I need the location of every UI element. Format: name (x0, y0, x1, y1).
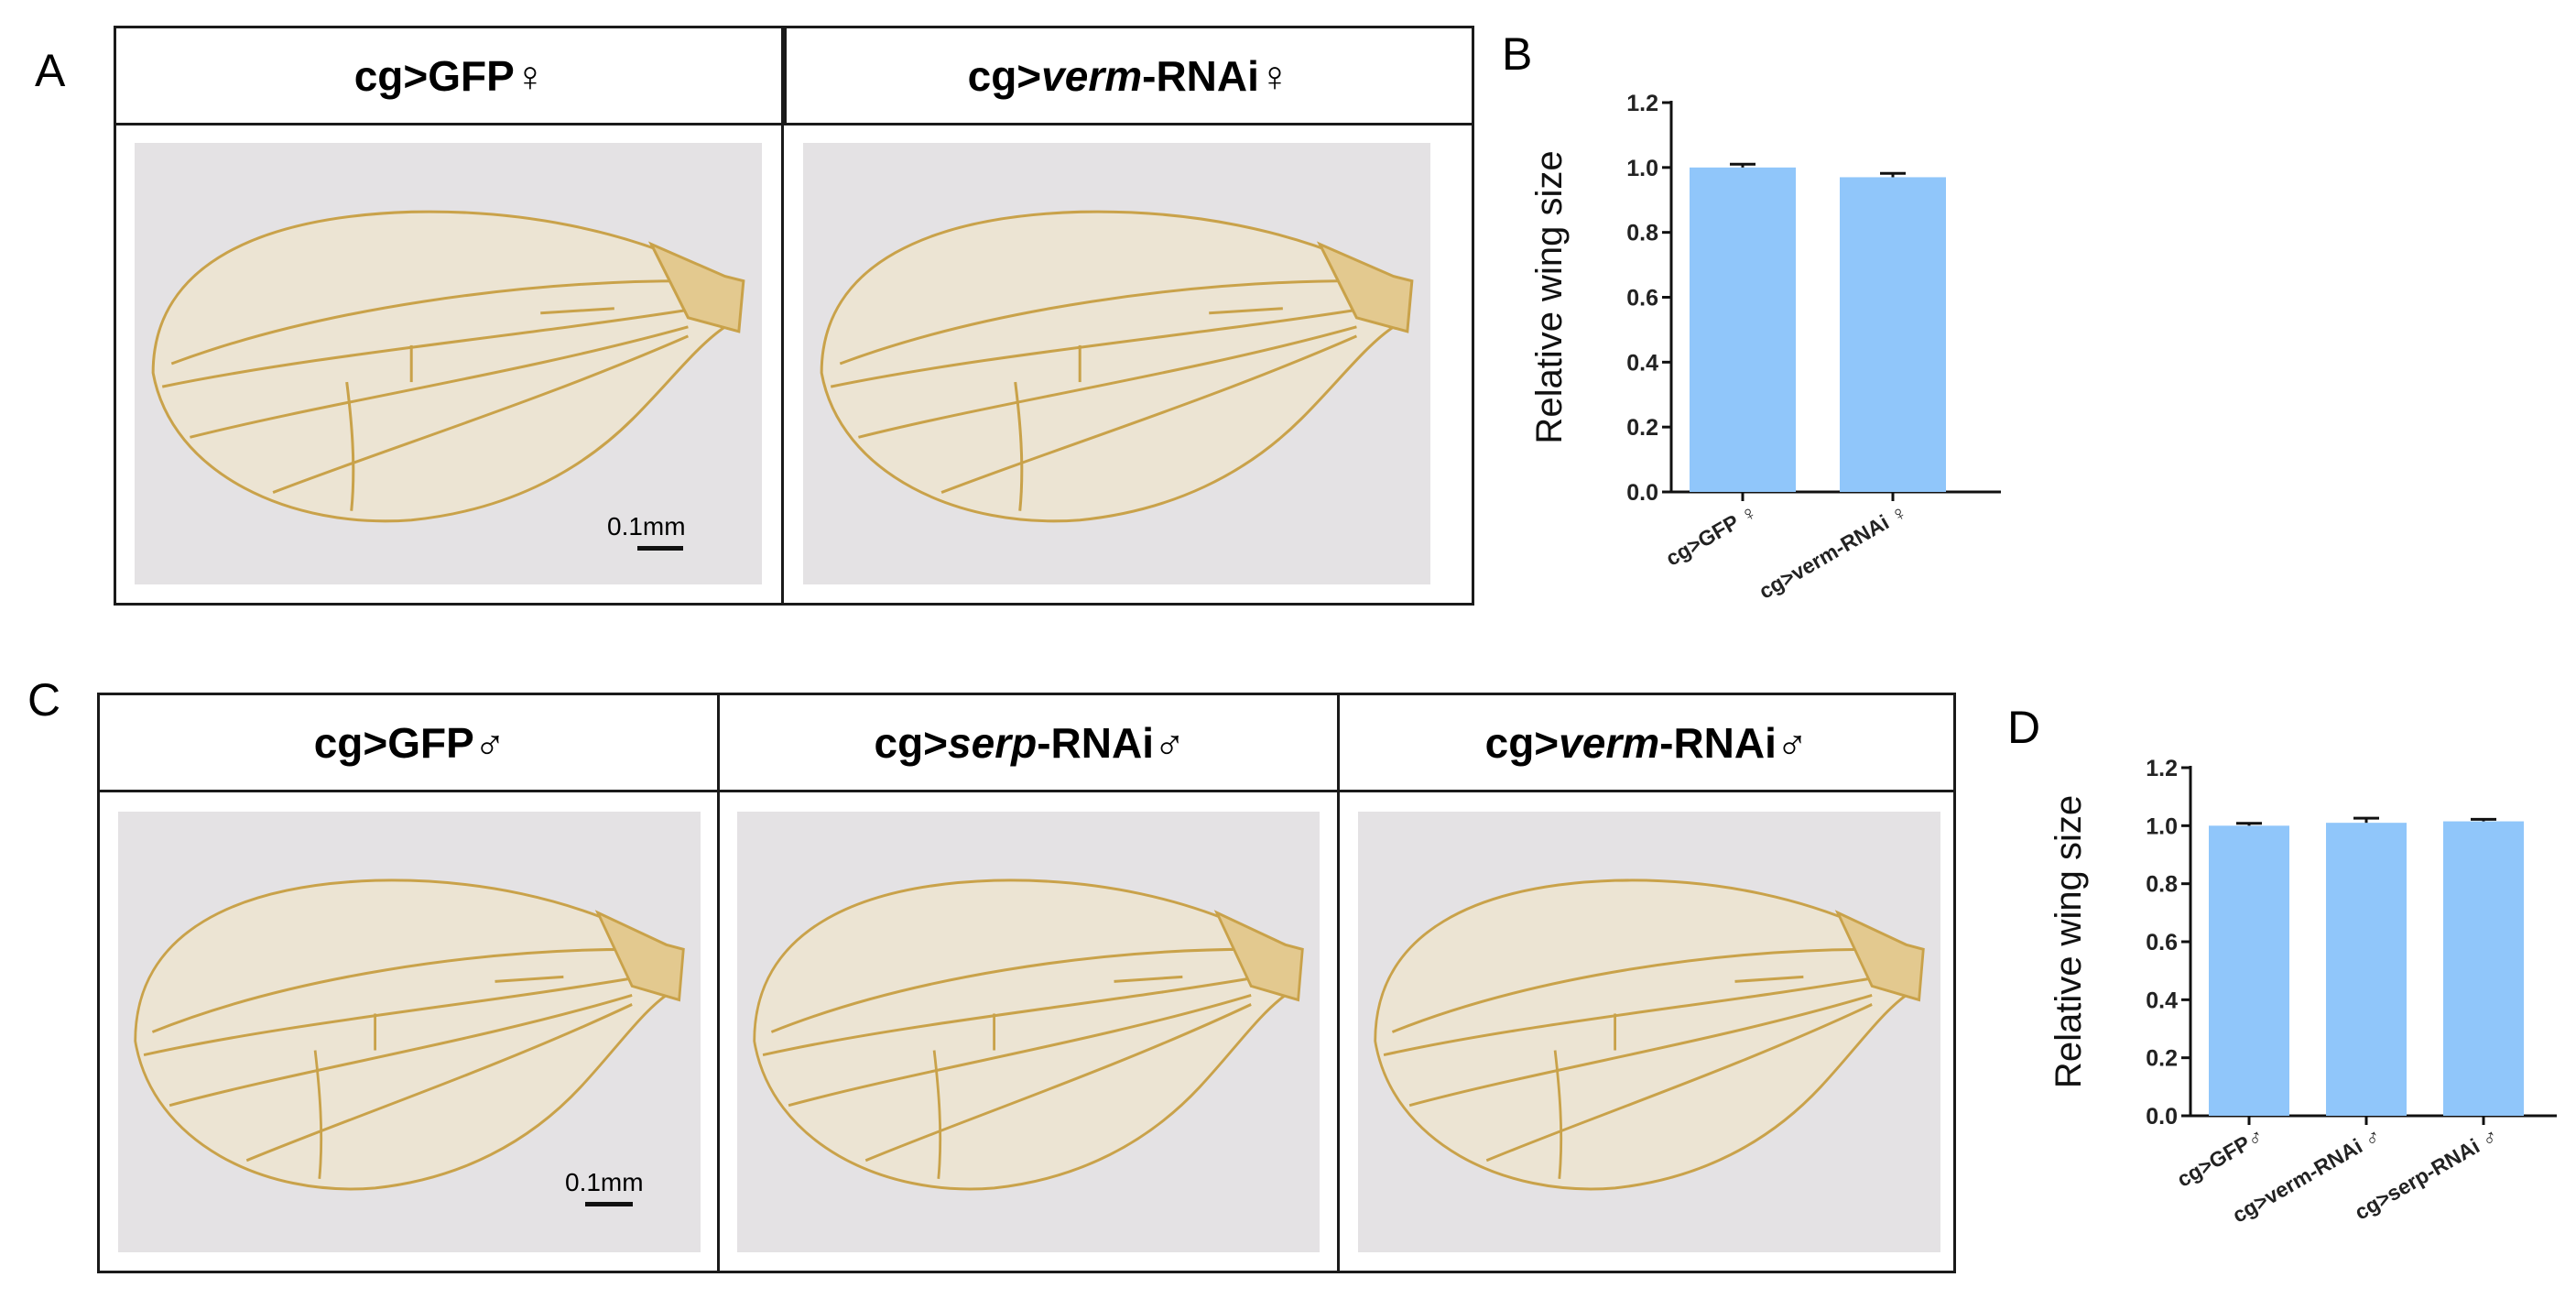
chart-b-ytick-label: 0.2 (1626, 415, 1658, 441)
chart-b-ytick-label: 1.0 (1626, 156, 1658, 181)
chart-d-bar (2326, 823, 2407, 1116)
chart-d-ytick-label: 0.4 (2146, 988, 2178, 1013)
scale-bar-label-a: 0.1mm (607, 512, 686, 540)
chart-d-svg: Relative wing size 0.0 0.2 0.4 0.6 0.8 1.0 1.2 c… (2049, 756, 2557, 1228)
wing-photo-a1 (135, 143, 762, 584)
chart-b-ytick-label: 0.6 (1626, 286, 1658, 311)
panel-c-figure: cg> GFP♂ cg> serp -RNAi♂ cg> verm -RNAi♂ 0.1m… (97, 693, 1956, 1273)
wing-membrane (820, 210, 1405, 523)
wing-vein (1391, 947, 1873, 1033)
chart-b: Relative wing size 0.0 0.2 0.4 0.6 0.8 1.0 1.2 c… (1520, 37, 2033, 669)
wing-vein (839, 279, 1357, 366)
wing-vein (932, 1050, 942, 1179)
wing-vein (762, 975, 1260, 1057)
chart-b-category-label: cg>GFP ♀ (1662, 499, 1762, 571)
panel-c-header-serp: cg> serp -RNAi♂ (717, 695, 1340, 792)
wing-hinge (647, 241, 745, 333)
panel-c-divider-2 (1337, 695, 1340, 1271)
panel-c-header-gfp: cg> GFP♂ (100, 695, 720, 792)
wing-vein (864, 1003, 1252, 1163)
wing-vein (770, 947, 1252, 1033)
chart-b-svg: Relative wing size 0.0 0.2 0.4 0.6 0.8 1.0 1.2 c… (1529, 91, 2001, 604)
panel-a-header-gfp: cg> GFP♀ (116, 28, 784, 126)
wing-hinge (1834, 910, 1925, 1002)
wing-vein (1553, 1050, 1563, 1179)
chart-b-ytick-label: 0.0 (1626, 480, 1658, 506)
scale-bar-c (585, 1202, 633, 1206)
wing-vein (940, 334, 1358, 494)
wing-illustration (820, 210, 1414, 523)
wing-vein (1383, 975, 1881, 1057)
panel-a-figure: cg> GFP♀ cg> verm -RNAi♀ 0.1mm (114, 26, 1474, 606)
wing-vein (272, 334, 690, 494)
panel-letter-a: A (35, 45, 66, 96)
chart-d-bar (2209, 825, 2289, 1116)
chart-d-category-label: cg>GFP♂ (2173, 1123, 2268, 1192)
wing-photo-c3 (1358, 812, 1940, 1252)
wing-vein (1209, 307, 1283, 315)
chart-b-ytick-label: 0.4 (1626, 350, 1658, 376)
chart-d-ytick-label: 1.2 (2146, 756, 2178, 781)
wing-vein (830, 307, 1366, 388)
chart-b-category-label: cg>verm-RNAi ♀ (1755, 499, 1911, 604)
wing-vein (161, 307, 698, 388)
wing-hinge (1213, 910, 1304, 1002)
wing-vein (1408, 993, 1873, 1108)
chart-b-bar (1690, 167, 1796, 493)
wing-vein (540, 307, 614, 315)
wing-illustration (151, 210, 745, 523)
chart-d-ytick-label: 0.0 (2146, 1104, 2178, 1130)
wing-photo-c2 (737, 812, 1320, 1252)
wing-vein (168, 993, 633, 1108)
wing-vein (1734, 975, 1804, 983)
wing-vein (1014, 381, 1024, 511)
chart-d-bar (2443, 821, 2524, 1116)
wing-vein (190, 325, 689, 439)
wing-hinge (1316, 241, 1414, 333)
wing-vein (1485, 1003, 1873, 1163)
wing-vein (788, 993, 1252, 1108)
wing-photo-a2 (803, 143, 1430, 584)
chart-d-ytick-label: 0.6 (2146, 930, 2178, 955)
scale-bar-a (637, 546, 683, 551)
wing-illustration (134, 879, 685, 1191)
wing-membrane (151, 210, 736, 523)
wing-photo-c1 (118, 812, 701, 1252)
chart-d-ytick-label: 0.8 (2146, 872, 2178, 898)
scale-bar-label-c: 0.1mm (565, 1168, 644, 1196)
chart-d-ytick-label: 0.2 (2146, 1046, 2178, 1072)
chart-d-ytick-label: 1.0 (2146, 813, 2178, 839)
wing-vein (170, 279, 689, 366)
panel-letter-d: D (2007, 702, 2041, 753)
wing-membrane (753, 879, 1296, 1191)
panel-c-divider-1 (717, 695, 720, 1271)
wing-vein (245, 1003, 633, 1163)
chart-b-ytick-label: 0.8 (1626, 221, 1658, 246)
chart-d: Relative wing size 0.0 0.2 0.4 0.6 0.8 1.0 1.2 c… (2015, 696, 2564, 1292)
wing-vein (858, 325, 1357, 439)
wing-vein (151, 947, 633, 1033)
wing-vein (345, 381, 355, 511)
chart-d-ylabel: Relative wing size (2049, 795, 2089, 1088)
chart-b-bar (1840, 177, 1946, 493)
wing-vein (495, 975, 564, 983)
panel-c-header-verm: cg> verm -RNAi♂ (1337, 695, 1953, 792)
wing-membrane (1374, 879, 1917, 1191)
panel-a-header-verm: cg> verm -RNAi♀ (784, 28, 1472, 126)
wing-membrane (134, 879, 677, 1191)
chart-b-ytick-label: 1.2 (1626, 91, 1658, 116)
panel-letter-b: B (1502, 28, 1533, 80)
wing-illustration (1374, 879, 1925, 1191)
wing-vein (1114, 975, 1183, 983)
panel-a-divider (781, 28, 784, 603)
wing-illustration (753, 879, 1304, 1191)
chart-b-ylabel: Relative wing size (1529, 150, 1570, 443)
wing-vein (313, 1050, 323, 1179)
wing-vein (143, 975, 641, 1057)
wing-hinge (594, 910, 685, 1002)
panel-letter-c: C (27, 674, 61, 726)
